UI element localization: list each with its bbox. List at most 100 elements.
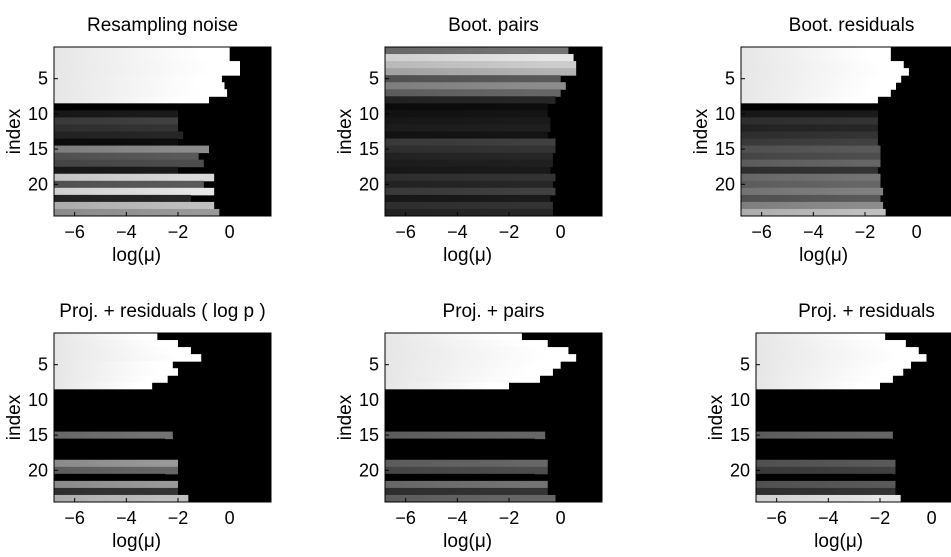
heatmap-cells bbox=[54, 47, 240, 216]
heatmap-row-14 bbox=[54, 138, 178, 147]
y-tick-label: 15 bbox=[28, 139, 48, 159]
heatmap-row-12 bbox=[385, 410, 535, 418]
y-tick-label: 5 bbox=[38, 355, 48, 375]
heatmap-row-7 bbox=[385, 375, 540, 383]
x-tick-label: −2 bbox=[168, 222, 189, 242]
axes-frame bbox=[384, 46, 603, 217]
heatmap-cells bbox=[741, 47, 909, 216]
y-tick-label: 15 bbox=[359, 425, 379, 445]
y-tick-label: 10 bbox=[359, 390, 379, 410]
heatmap-row-4 bbox=[54, 354, 202, 362]
heatmap-row-14 bbox=[385, 424, 535, 433]
x-axis-label: log(μ) bbox=[112, 245, 161, 266]
heatmap-row-9 bbox=[54, 389, 153, 397]
x-tick-label: −4 bbox=[116, 508, 137, 528]
heatmap-row-24 bbox=[385, 208, 553, 216]
axes-frame bbox=[740, 46, 951, 217]
heatmap-row-9 bbox=[385, 389, 509, 397]
y-tick-label: 20 bbox=[715, 174, 735, 194]
heatmap-row-1 bbox=[385, 47, 569, 55]
heatmap-row-3 bbox=[54, 61, 240, 69]
axes-frame bbox=[53, 332, 272, 503]
heatmap-row-21 bbox=[385, 473, 535, 482]
heatmap-cells bbox=[385, 47, 577, 216]
x-tick-label: −2 bbox=[499, 508, 520, 528]
chart-title: Boot. pairs bbox=[448, 15, 539, 36]
heatmap-row-20 bbox=[385, 466, 548, 475]
heatmap-row-16 bbox=[385, 152, 553, 161]
heatmap-row-1 bbox=[54, 47, 230, 55]
heatmap-row-12 bbox=[54, 410, 166, 418]
heatmap-row-9 bbox=[54, 103, 209, 111]
heatmap-row-22 bbox=[54, 480, 178, 489]
heatmap-row-21 bbox=[756, 473, 893, 482]
heatmap-row-10 bbox=[54, 396, 166, 404]
heatmap-row-18 bbox=[385, 452, 535, 461]
heatmap-row-18 bbox=[54, 452, 166, 461]
heatmap-row-5 bbox=[54, 361, 173, 369]
y-axis-label: index bbox=[691, 108, 712, 154]
x-tick-label: −6 bbox=[395, 222, 416, 242]
heatmap-row-4 bbox=[54, 68, 240, 76]
heatmap-row-15 bbox=[385, 431, 546, 440]
heatmap-row-4 bbox=[741, 68, 909, 76]
heatmap-row-15 bbox=[756, 431, 893, 440]
heatmap-row-7 bbox=[385, 89, 561, 97]
y-tick-label: 20 bbox=[359, 460, 379, 480]
heatmap-row-20 bbox=[756, 466, 896, 475]
y-tick-label: 10 bbox=[715, 104, 735, 124]
y-tick-label: 10 bbox=[730, 390, 750, 410]
heatmap-row-24 bbox=[54, 494, 189, 502]
chart-title: Proj. + pairs bbox=[443, 301, 545, 322]
heatmap-cells bbox=[54, 333, 202, 502]
heatmap-row-8 bbox=[741, 96, 878, 104]
heatmap-row-22 bbox=[741, 194, 881, 203]
heatmap-row-15 bbox=[741, 145, 881, 154]
heatmap-row-12 bbox=[54, 124, 178, 132]
heatmap-row-9 bbox=[741, 103, 878, 111]
heatmap-row-15 bbox=[385, 145, 556, 154]
y-axis-label: index bbox=[706, 394, 727, 440]
heatmap-row-11 bbox=[385, 403, 535, 411]
heatmap-row-11 bbox=[385, 117, 551, 125]
heatmap-row-23 bbox=[385, 487, 548, 496]
heatmap-row-1 bbox=[54, 333, 158, 341]
heatmap-row-18 bbox=[54, 166, 178, 175]
chart-title: Boot. residuals bbox=[789, 15, 915, 36]
y-axis-label: index bbox=[335, 108, 356, 154]
heatmap-row-12 bbox=[741, 124, 878, 132]
heatmap-row-19 bbox=[385, 459, 548, 468]
y-tick-label: 5 bbox=[38, 69, 48, 89]
heatmap-row-18 bbox=[756, 452, 893, 461]
heatmap-row-16 bbox=[54, 438, 166, 447]
x-tick-label: −6 bbox=[751, 222, 772, 242]
heatmap-row-20 bbox=[54, 466, 178, 475]
chart-title: Resampling noise bbox=[87, 15, 238, 36]
heatmap-row-10 bbox=[385, 396, 535, 404]
x-tick-label: −6 bbox=[766, 508, 787, 528]
heatmap-row-17 bbox=[54, 159, 204, 168]
heatmap-row-2 bbox=[741, 54, 891, 62]
heatmap-row-10 bbox=[741, 110, 878, 118]
heatmap-row-23 bbox=[54, 201, 215, 210]
heatmap-row-14 bbox=[741, 138, 878, 147]
y-tick-label: 15 bbox=[359, 139, 379, 159]
heatmap-row-4 bbox=[756, 354, 927, 362]
heatmap-row-7 bbox=[756, 375, 893, 383]
heatmap-row-3 bbox=[741, 61, 904, 69]
heatmap-row-3 bbox=[54, 347, 191, 355]
y-tick-label: 5 bbox=[369, 355, 379, 375]
heatmap-row-5 bbox=[385, 75, 561, 83]
x-tick-label: 0 bbox=[225, 222, 235, 242]
heatmap-row-2 bbox=[385, 340, 548, 348]
heatmap-row-16 bbox=[741, 152, 881, 161]
y-tick-label: 10 bbox=[359, 104, 379, 124]
x-tick-label: −4 bbox=[447, 508, 468, 528]
heatmap-row-17 bbox=[385, 445, 535, 454]
heatmap-row-2 bbox=[54, 54, 230, 62]
heatmap-row-24 bbox=[385, 494, 556, 502]
heatmap-row-23 bbox=[54, 487, 178, 496]
heatmap-row-8 bbox=[385, 96, 556, 104]
heatmap-row-1 bbox=[756, 333, 886, 341]
x-tick-label: −2 bbox=[870, 508, 891, 528]
